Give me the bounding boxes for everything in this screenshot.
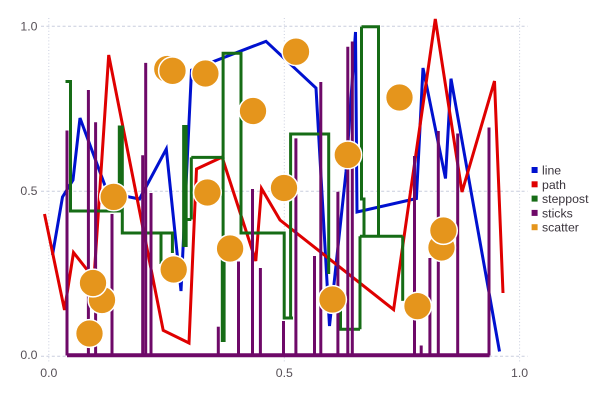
svg-text:0.0: 0.0: [20, 348, 37, 362]
svg-text:0.0: 0.0: [40, 366, 57, 380]
svg-text:scatter: scatter: [542, 221, 579, 235]
svg-text:sticks: sticks: [542, 206, 573, 220]
svg-text:0.5: 0.5: [276, 366, 293, 380]
svg-text:1.0: 1.0: [20, 19, 37, 33]
svg-text:path: path: [542, 178, 566, 192]
svg-text:1.0: 1.0: [511, 366, 528, 380]
svg-text:0.5: 0.5: [20, 184, 37, 198]
svg-text:steppost: steppost: [542, 192, 589, 206]
svg-text:line: line: [542, 164, 561, 178]
